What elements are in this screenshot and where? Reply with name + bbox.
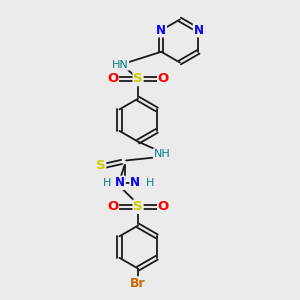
Text: NH: NH [154, 149, 170, 159]
Text: O: O [158, 72, 169, 86]
Text: S: S [133, 72, 143, 86]
Text: N: N [130, 176, 140, 189]
Text: Br: Br [130, 277, 146, 290]
Text: O: O [107, 72, 118, 86]
Text: N: N [156, 24, 166, 37]
Text: N: N [194, 24, 203, 37]
Text: N: N [115, 176, 125, 189]
Text: O: O [158, 200, 169, 213]
Text: S: S [96, 159, 106, 172]
Text: HN: HN [112, 60, 128, 70]
Text: O: O [107, 200, 118, 213]
Text: H: H [103, 178, 111, 188]
Text: H: H [146, 178, 154, 188]
Text: S: S [133, 200, 143, 213]
